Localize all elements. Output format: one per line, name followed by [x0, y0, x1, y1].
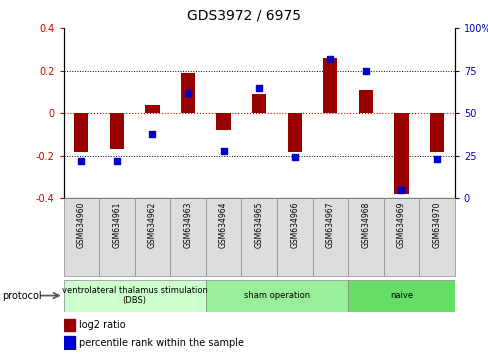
Text: GSM634961: GSM634961 [112, 201, 121, 248]
Text: GSM634964: GSM634964 [219, 201, 227, 248]
Bar [251, 94, 266, 113]
Text: GSM634970: GSM634970 [431, 201, 441, 248]
FancyBboxPatch shape [205, 280, 347, 312]
Text: GSM634967: GSM634967 [325, 201, 334, 248]
FancyBboxPatch shape [205, 198, 241, 276]
Text: percentile rank within the sample: percentile rank within the sample [79, 338, 244, 348]
Point [113, 158, 121, 164]
FancyBboxPatch shape [276, 198, 312, 276]
Point [255, 85, 263, 91]
Text: naive: naive [389, 291, 412, 300]
Bar [181, 73, 195, 113]
Bar [145, 105, 159, 113]
FancyBboxPatch shape [347, 280, 454, 312]
Bar [110, 113, 124, 149]
Text: GSM634960: GSM634960 [77, 201, 86, 248]
FancyBboxPatch shape [312, 198, 347, 276]
Point [325, 56, 333, 62]
Bar [393, 113, 407, 194]
Point [361, 68, 369, 74]
Point [290, 155, 298, 160]
Bar [216, 113, 230, 130]
Text: ventrolateral thalamus stimulation
(DBS): ventrolateral thalamus stimulation (DBS) [61, 286, 207, 305]
FancyBboxPatch shape [99, 198, 134, 276]
Text: GSM634968: GSM634968 [361, 201, 369, 248]
Bar [74, 113, 88, 152]
Bar [429, 113, 443, 152]
Point [397, 187, 405, 193]
Text: GDS3972 / 6975: GDS3972 / 6975 [187, 9, 301, 23]
Text: sham operation: sham operation [244, 291, 309, 300]
FancyBboxPatch shape [170, 198, 205, 276]
Text: GSM634966: GSM634966 [290, 201, 299, 248]
Text: GSM634969: GSM634969 [396, 201, 405, 248]
FancyBboxPatch shape [63, 280, 205, 312]
Bar [287, 113, 301, 152]
FancyBboxPatch shape [418, 198, 454, 276]
FancyBboxPatch shape [134, 198, 170, 276]
Point [184, 90, 192, 96]
Bar [358, 90, 372, 113]
Text: protocol: protocol [2, 291, 42, 301]
Text: log2 ratio: log2 ratio [79, 320, 125, 330]
FancyBboxPatch shape [241, 198, 276, 276]
Bar [63, 319, 74, 331]
Point [432, 156, 440, 162]
Text: GSM634965: GSM634965 [254, 201, 263, 248]
Bar [63, 336, 74, 349]
FancyBboxPatch shape [383, 198, 418, 276]
Point [219, 148, 227, 154]
Point [77, 158, 85, 164]
Text: GSM634963: GSM634963 [183, 201, 192, 248]
FancyBboxPatch shape [347, 198, 383, 276]
Point [148, 131, 156, 137]
Text: GSM634962: GSM634962 [148, 201, 157, 248]
FancyBboxPatch shape [63, 198, 99, 276]
Bar [323, 58, 337, 113]
